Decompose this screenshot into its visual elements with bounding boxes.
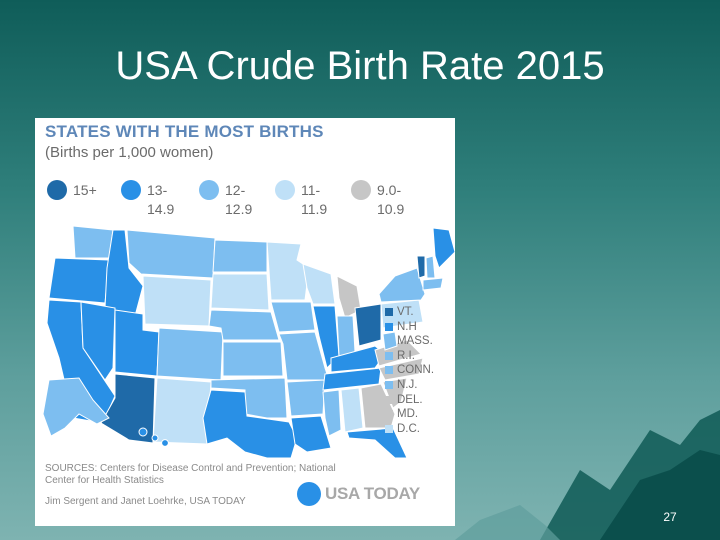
- northeast-swatch: [385, 395, 393, 404]
- northeast-row: VT.: [385, 305, 455, 320]
- northeast-row: R.I.: [385, 349, 455, 364]
- legend-label-4: 11- 11.9: [301, 182, 328, 217]
- northeast-swatch: [385, 308, 393, 316]
- state-indiana: [336, 315, 356, 357]
- northeast-row: DEL.: [385, 393, 455, 408]
- state-vermont: [416, 255, 426, 279]
- state-nevada: [80, 301, 116, 381]
- northeast-label: N.H: [397, 320, 417, 333]
- state-new-hampshire: [425, 255, 436, 279]
- state-iowa: [270, 301, 316, 333]
- northeast-label: CONN.: [397, 364, 435, 377]
- state-florida: [346, 427, 408, 458]
- state-arizona: [100, 373, 156, 444]
- northeast-row: MASS.: [385, 334, 455, 349]
- state-colorado: [156, 327, 224, 381]
- state-massachusetts: [422, 277, 444, 291]
- state-nebraska: [208, 309, 280, 341]
- northeast-label: MD.: [397, 408, 419, 421]
- northeast-swatch: [385, 337, 393, 346]
- northeast-swatch: [385, 424, 393, 433]
- state-new-york: [378, 267, 426, 303]
- state-alabama: [340, 387, 364, 433]
- state-texas: [202, 389, 298, 458]
- state-pennsylvania: [380, 299, 424, 329]
- northeast-swatch: [385, 322, 393, 331]
- northeast-swatch: [385, 380, 393, 389]
- usa-today-logo-text: USA TODAY: [325, 484, 420, 503]
- slide-title: USA Crude Birth Rate 2015: [115, 44, 605, 88]
- usa-today-dot-icon: [297, 482, 321, 506]
- state-kansas: [222, 341, 284, 377]
- state-maine: [432, 227, 455, 269]
- legend-swatch-1: [47, 180, 67, 200]
- state-washington: [72, 225, 114, 259]
- state-hawaii: [138, 427, 148, 437]
- legend-label-1: 15+: [73, 182, 97, 198]
- legend-swatch-2: [121, 180, 141, 200]
- northeast-label: R.I.: [397, 349, 415, 362]
- legend-swatch-4: [275, 180, 295, 200]
- state-south-dakota: [210, 273, 270, 311]
- northeast-swatch: [385, 366, 393, 375]
- northeast-swatch: [385, 351, 393, 360]
- us-map: [42, 225, 455, 458]
- state-idaho: [104, 229, 144, 317]
- state-minnesota: [266, 241, 310, 301]
- legend-label-5: 9.0- 10.9: [377, 182, 405, 217]
- state-wisconsin: [302, 263, 336, 305]
- state-wyoming: [142, 275, 212, 327]
- state-ohio: [354, 303, 382, 347]
- state-alaska: [42, 377, 110, 437]
- northeast-label: N.J.: [397, 378, 418, 391]
- legend-label-3: 12- 12.9: [225, 182, 253, 217]
- infographic-subtitle: (Births per 1,000 women): [45, 144, 214, 161]
- state-louisiana: [290, 415, 332, 453]
- page-number: 27: [663, 510, 677, 524]
- state-mississippi: [322, 389, 342, 437]
- state-north-carolina: [378, 357, 424, 381]
- legend-swatch-5: [351, 180, 371, 200]
- legend-label-2: 13- 14.9: [147, 182, 175, 217]
- state-new-mexico: [152, 377, 212, 445]
- credit-text: Jim Sergent and Janet Loehrke, USA TODAY: [45, 496, 246, 507]
- northeast-label: VT.: [397, 306, 414, 318]
- state-oregon: [48, 257, 110, 304]
- northeast-row: MD.: [385, 407, 455, 422]
- northeast-row: D.C.: [385, 422, 455, 437]
- state-north-dakota: [212, 239, 268, 273]
- northeast-row: CONN.: [385, 363, 455, 378]
- legend-swatch-3: [199, 180, 219, 200]
- sources-text: SOURCES: Centers for Disease Control and…: [45, 463, 336, 486]
- state-oklahoma: [210, 377, 288, 419]
- northeast-legend: VT. N.H MASS. R.I. CONN. N.J. DEL. MD. D…: [385, 305, 455, 436]
- northeast-row: N.H: [385, 320, 455, 335]
- state-arkansas: [286, 379, 326, 417]
- northeast-label: D.C.: [397, 422, 420, 435]
- infographic-title: STATES WITH THE MOST BIRTHS: [45, 122, 324, 141]
- infographic-card: STATES WITH THE MOST BIRTHS (Births per …: [35, 118, 455, 526]
- usa-today-logo: USA TODAY: [297, 482, 437, 508]
- state-montana: [126, 229, 216, 279]
- northeast-label: MASS.: [397, 335, 433, 348]
- northeast-label: DEL.: [397, 393, 423, 406]
- northeast-row: N.J.: [385, 378, 455, 393]
- northeast-swatch: [385, 410, 393, 419]
